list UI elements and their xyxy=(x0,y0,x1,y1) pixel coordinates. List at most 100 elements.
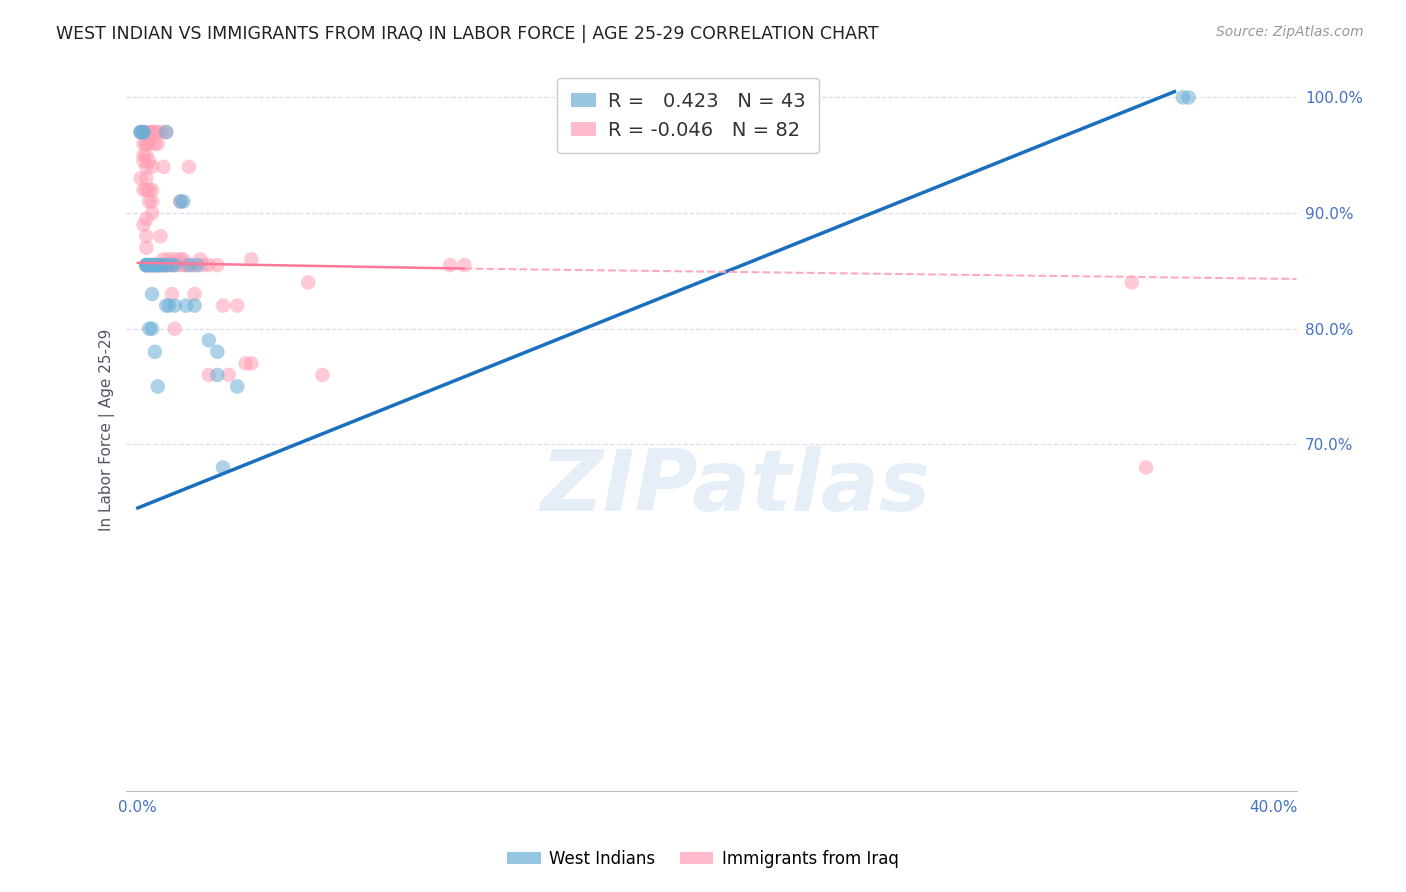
Legend: R =   0.423   N = 43, R = -0.046   N = 82: R = 0.423 N = 43, R = -0.046 N = 82 xyxy=(557,78,820,153)
Point xyxy=(157,299,180,313)
Point xyxy=(180,258,202,272)
Point xyxy=(135,211,157,226)
Point xyxy=(135,136,157,151)
Point xyxy=(132,125,155,139)
Point xyxy=(183,287,205,301)
Point xyxy=(240,252,263,267)
Point xyxy=(135,258,157,272)
Point xyxy=(172,258,194,272)
Point xyxy=(439,258,461,272)
Point xyxy=(135,125,157,139)
Point xyxy=(143,125,166,139)
Point xyxy=(146,379,169,393)
Point xyxy=(169,194,191,209)
Point xyxy=(135,258,157,272)
Point xyxy=(141,125,163,139)
Point xyxy=(163,299,186,313)
Point xyxy=(132,148,155,162)
Point xyxy=(132,125,155,139)
Point xyxy=(160,287,183,301)
Point xyxy=(212,460,235,475)
Point xyxy=(1135,460,1157,475)
Point xyxy=(143,136,166,151)
Point xyxy=(143,258,166,272)
Point xyxy=(160,258,183,272)
Point xyxy=(207,344,229,359)
Point xyxy=(155,258,177,272)
Point xyxy=(135,160,157,174)
Point xyxy=(135,136,157,151)
Point xyxy=(177,258,200,272)
Point xyxy=(132,136,155,151)
Point xyxy=(177,160,200,174)
Point xyxy=(138,194,160,209)
Point xyxy=(146,258,169,272)
Point xyxy=(172,194,194,209)
Point xyxy=(138,321,160,335)
Point xyxy=(146,258,169,272)
Point xyxy=(235,356,257,370)
Point xyxy=(157,252,180,267)
Point xyxy=(218,368,240,382)
Point xyxy=(141,206,163,220)
Point xyxy=(172,252,194,267)
Point xyxy=(149,258,172,272)
Point xyxy=(135,258,157,272)
Point xyxy=(240,356,263,370)
Point xyxy=(311,368,333,382)
Y-axis label: In Labor Force | Age 25-29: In Labor Force | Age 25-29 xyxy=(100,328,115,531)
Point xyxy=(183,258,205,272)
Point xyxy=(152,160,174,174)
Point xyxy=(198,333,221,347)
Point xyxy=(138,125,160,139)
Point xyxy=(149,258,172,272)
Point xyxy=(141,258,163,272)
Point xyxy=(135,241,157,255)
Point xyxy=(141,194,163,209)
Point xyxy=(174,258,197,272)
Point xyxy=(141,287,163,301)
Point xyxy=(183,299,205,313)
Point xyxy=(169,252,191,267)
Point xyxy=(453,258,475,272)
Text: Source: ZipAtlas.com: Source: ZipAtlas.com xyxy=(1216,25,1364,39)
Point xyxy=(207,368,229,382)
Point xyxy=(152,252,174,267)
Point xyxy=(135,229,157,244)
Point xyxy=(129,125,152,139)
Point xyxy=(163,321,186,335)
Point xyxy=(141,125,163,139)
Point xyxy=(129,125,152,139)
Point xyxy=(141,183,163,197)
Point xyxy=(160,258,183,272)
Point xyxy=(141,258,163,272)
Point xyxy=(226,299,249,313)
Point xyxy=(155,125,177,139)
Point xyxy=(212,299,235,313)
Point xyxy=(155,299,177,313)
Point xyxy=(191,258,214,272)
Point xyxy=(163,258,186,272)
Point xyxy=(188,252,211,267)
Point xyxy=(143,258,166,272)
Point xyxy=(146,125,169,139)
Point xyxy=(207,258,229,272)
Point xyxy=(143,258,166,272)
Point xyxy=(141,321,163,335)
Point xyxy=(143,344,166,359)
Point xyxy=(152,258,174,272)
Point xyxy=(149,258,172,272)
Point xyxy=(132,183,155,197)
Point xyxy=(155,258,177,272)
Point xyxy=(169,258,191,272)
Point xyxy=(155,258,177,272)
Point xyxy=(138,154,160,169)
Point xyxy=(141,131,163,145)
Point xyxy=(198,258,221,272)
Point xyxy=(135,148,157,162)
Point xyxy=(155,125,177,139)
Point xyxy=(146,136,169,151)
Point xyxy=(1171,90,1194,104)
Text: ZIPatlas: ZIPatlas xyxy=(540,446,929,529)
Point xyxy=(135,258,157,272)
